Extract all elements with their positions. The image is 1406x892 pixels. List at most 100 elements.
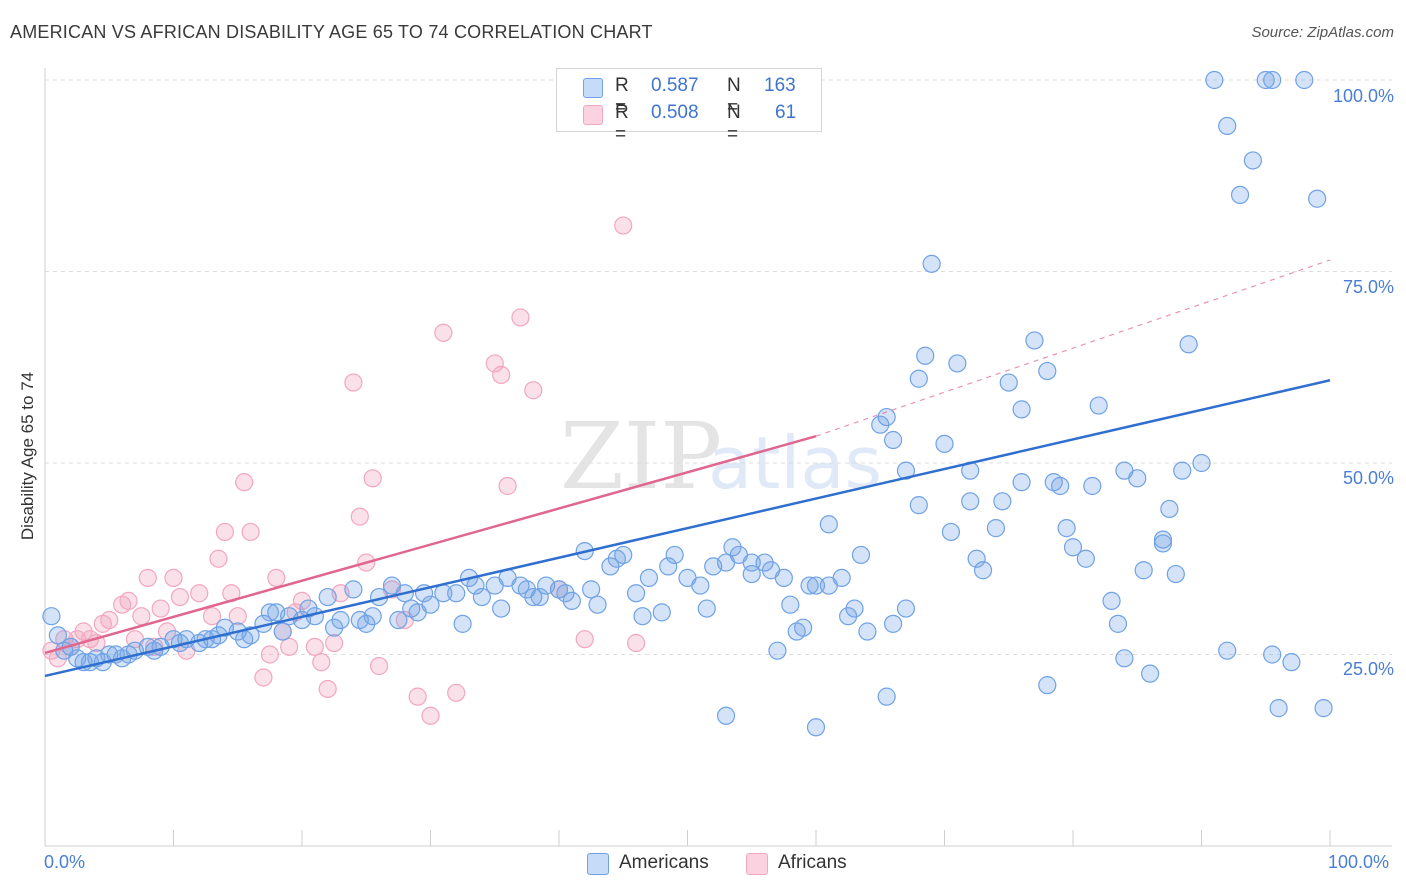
americans-point xyxy=(614,545,633,565)
americans-point xyxy=(819,515,838,534)
africans-point xyxy=(119,591,138,610)
americans-point xyxy=(851,545,871,565)
americans-point xyxy=(1115,461,1134,480)
americans-swatch xyxy=(583,78,603,98)
africans-point xyxy=(434,323,453,342)
africans-point xyxy=(151,599,170,618)
africans-point xyxy=(209,549,228,568)
americans-point xyxy=(1083,476,1102,496)
africans-point xyxy=(190,584,209,603)
africans-point xyxy=(228,607,247,626)
americans-point xyxy=(1025,331,1044,350)
americans-r-label: R = xyxy=(615,75,629,118)
americans-legend-swatch[interactable] xyxy=(587,853,609,875)
americans-point xyxy=(1282,653,1301,672)
americans-point xyxy=(389,610,408,630)
americans-point xyxy=(1218,641,1237,660)
africans-point xyxy=(235,473,254,492)
americans-point xyxy=(1108,614,1128,633)
americans-point xyxy=(639,568,659,588)
americans-point xyxy=(877,687,896,706)
americans-point xyxy=(659,557,678,576)
americans-point xyxy=(1102,591,1121,610)
africans-point xyxy=(421,706,440,725)
americans-point xyxy=(1038,676,1057,695)
africans-point xyxy=(344,373,363,392)
watermark-zip: ZIP xyxy=(560,403,722,510)
americans-point xyxy=(48,626,67,645)
africans-point xyxy=(132,607,151,626)
americans-n-label: N = xyxy=(727,75,741,118)
americans-point xyxy=(1256,70,1275,90)
africans-point xyxy=(575,630,594,649)
americans-point xyxy=(935,434,954,453)
americans-point xyxy=(42,607,61,626)
africans-point xyxy=(318,679,337,699)
africans-point xyxy=(312,653,331,672)
americans-point xyxy=(883,614,903,633)
africans-point xyxy=(164,568,183,588)
americans-point xyxy=(1063,538,1083,557)
americans-point xyxy=(582,580,601,599)
chart-title: AMERICAN VS AFRICAN DISABILITY AGE 65 TO… xyxy=(10,22,653,42)
americans-point xyxy=(986,519,1006,538)
americans-point xyxy=(1038,361,1057,381)
americans-point xyxy=(472,587,491,607)
africans-point xyxy=(215,522,234,542)
americans-point xyxy=(948,354,967,373)
africans-point xyxy=(511,308,530,327)
americans-point xyxy=(973,561,993,580)
americans-point xyxy=(806,718,826,737)
americans-point xyxy=(1295,70,1314,90)
americans-point xyxy=(588,595,607,614)
americans-point xyxy=(1166,564,1185,584)
africans-swatch xyxy=(583,105,603,125)
americans-trend-line xyxy=(44,379,1331,678)
americans-point xyxy=(273,622,292,641)
americans-point xyxy=(999,373,1018,392)
americans-point xyxy=(562,591,581,610)
africans-point xyxy=(408,687,427,706)
americans-point xyxy=(318,587,337,607)
americans-point xyxy=(1173,461,1192,480)
americans-point xyxy=(787,622,806,641)
africans-legend-label[interactable]: Africans xyxy=(778,852,847,873)
americans-legend-label[interactable]: Americans xyxy=(619,852,709,873)
americans-point xyxy=(524,587,543,607)
stats-legend: R = 0.587 N = 163 R = 0.508 N = 61 xyxy=(556,68,822,145)
africans-legend-swatch[interactable] xyxy=(746,853,768,875)
y-tick-100: 100.0% xyxy=(1332,86,1394,106)
americans-point xyxy=(1263,645,1282,664)
americans-point xyxy=(1243,151,1263,170)
africans-trend-line xyxy=(44,434,817,655)
americans-point xyxy=(331,610,350,630)
africans-point xyxy=(202,607,222,626)
americans-point xyxy=(832,568,851,588)
africans-n-label: N = xyxy=(727,102,741,145)
africans-point xyxy=(254,668,273,687)
americans-point xyxy=(1263,70,1282,90)
americans-point xyxy=(993,492,1012,511)
africans-point xyxy=(325,633,344,653)
americans-point xyxy=(1230,185,1250,204)
africans-point xyxy=(447,683,466,702)
americans-point xyxy=(447,584,466,603)
y-tick-75: 75.0% xyxy=(1342,277,1394,297)
americans-point xyxy=(697,599,716,618)
americans-point xyxy=(761,561,781,580)
americans-point xyxy=(1089,396,1108,415)
americans-point xyxy=(909,496,928,515)
africans-point xyxy=(305,637,324,656)
americans-point xyxy=(633,607,652,626)
americans-point xyxy=(896,461,916,480)
africans-point xyxy=(614,216,633,235)
africans-point xyxy=(138,568,157,588)
americans-point xyxy=(967,549,986,568)
africans-n-value: 61 xyxy=(775,102,797,123)
africans-point xyxy=(485,354,504,373)
americans-point xyxy=(665,545,684,565)
americans-point xyxy=(626,584,646,603)
africans-trend-extension xyxy=(815,259,1331,437)
africans-point xyxy=(260,645,279,664)
americans-point xyxy=(961,492,980,511)
